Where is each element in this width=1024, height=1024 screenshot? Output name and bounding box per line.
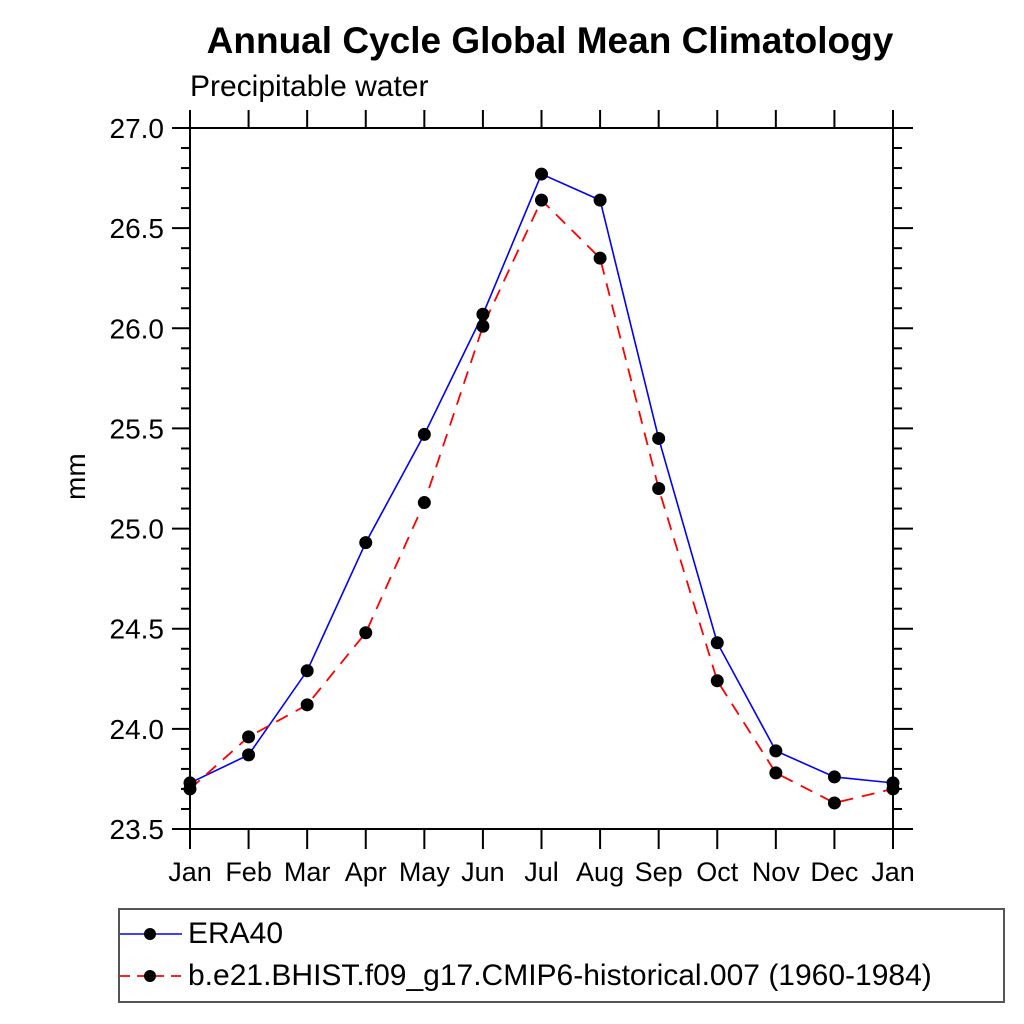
data-point-marker [300,698,314,712]
x-tick-label: Apr [345,857,387,887]
legend-label: b.e21.BHIST.f09_g17.CMIP6-historical.007… [188,959,932,992]
y-tick-label: 25.5 [110,413,165,444]
legend-item-era40: ERA40 [120,916,283,952]
data-point-marker [300,664,314,678]
data-point-marker [535,193,548,207]
legend: ERA40 b.e21.BHIST.f09_g17.CMIP6-historic… [118,908,1005,1003]
x-tick-label: May [399,857,451,887]
x-tick-label: Mar [284,857,331,887]
x-tick-label: Jun [461,857,505,887]
data-point-marker [417,427,431,441]
data-point-marker [242,730,256,744]
x-tick-label: Jan [871,857,915,887]
y-tick-label: 23.5 [110,814,165,845]
series-line-0 [189,173,894,784]
legend-swatch-dashed-line-icon [120,970,182,982]
data-point-marker [710,674,724,688]
y-tick-label: 24.0 [110,714,165,745]
x-tick-label: Aug [576,857,624,887]
legend-label: ERA40 [188,917,284,950]
plot-frame [189,127,894,830]
data-point-marker [359,536,373,550]
data-point-marker [769,766,783,780]
data-point-marker [476,319,490,333]
legend-swatch-solid-line-icon [120,928,182,940]
data-point-marker [710,636,724,650]
x-tick-label: Dec [810,857,858,887]
data-point-marker [242,748,256,762]
data-point-marker [827,796,841,810]
data-point-marker [652,482,666,496]
x-tick-label: Feb [225,857,272,887]
legend-item-model: b.e21.BHIST.f09_g17.CMIP6-historical.007… [120,958,932,994]
x-tick-label: Sep [635,857,683,887]
x-tick-label: Jul [524,857,559,887]
chart-title: Annual Cycle Global Mean Climatology [206,20,894,61]
y-tick-label: 24.5 [110,614,165,645]
data-point-marker [652,431,666,445]
chart-subtitle: Precipitable water [190,70,429,103]
y-tick-label: 26.5 [110,213,165,244]
data-point-marker [886,782,900,796]
data-point-marker [359,626,373,640]
data-point-marker [769,744,783,758]
series-line-1 [189,198,894,804]
data-point-marker [593,251,607,265]
y-tick-label: 25.0 [110,514,165,545]
y-tick-label: 27.0 [110,113,165,144]
data-point-marker [476,307,490,321]
data-point-marker [535,167,548,181]
y-tick-label: 26.0 [110,313,165,344]
data-point-marker [827,770,841,784]
data-point-marker [183,782,197,796]
x-tick-label: Oct [696,857,739,887]
data-point-marker [593,193,607,207]
x-tick-label: Nov [752,857,801,887]
data-point-marker [417,496,431,510]
x-tick-label: Jan [168,857,212,887]
